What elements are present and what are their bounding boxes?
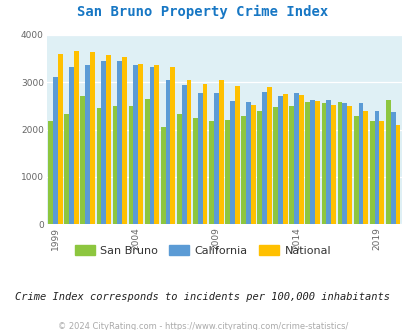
Bar: [374, 112, 379, 224]
Bar: [149, 67, 154, 224]
Text: San Bruno Property Crime Index: San Bruno Property Crime Index: [77, 5, 328, 19]
Bar: [112, 106, 117, 224]
Bar: [369, 120, 374, 224]
Bar: [379, 120, 383, 224]
Legend: San Bruno, California, National: San Bruno, California, National: [70, 241, 335, 260]
Bar: [202, 84, 207, 224]
Bar: [213, 93, 218, 224]
Bar: [58, 53, 63, 224]
Bar: [330, 105, 335, 224]
Bar: [241, 116, 245, 224]
Bar: [160, 127, 165, 224]
Bar: [245, 103, 250, 224]
Bar: [346, 106, 351, 224]
Bar: [266, 87, 271, 224]
Bar: [192, 118, 197, 224]
Bar: [53, 77, 58, 224]
Bar: [289, 106, 294, 224]
Bar: [273, 107, 277, 224]
Bar: [106, 54, 111, 224]
Bar: [138, 64, 143, 224]
Bar: [154, 65, 159, 224]
Bar: [85, 65, 90, 224]
Bar: [181, 85, 186, 224]
Bar: [218, 80, 223, 224]
Bar: [358, 103, 362, 224]
Bar: [177, 114, 181, 224]
Bar: [257, 111, 262, 224]
Bar: [145, 99, 149, 224]
Bar: [209, 120, 213, 224]
Bar: [305, 103, 309, 224]
Bar: [165, 80, 170, 224]
Bar: [282, 94, 287, 224]
Bar: [394, 125, 399, 224]
Bar: [342, 103, 346, 224]
Bar: [96, 108, 101, 224]
Bar: [362, 111, 367, 224]
Bar: [277, 96, 282, 224]
Bar: [234, 86, 239, 224]
Bar: [309, 100, 314, 224]
Bar: [353, 116, 358, 224]
Bar: [64, 114, 69, 224]
Bar: [101, 61, 106, 224]
Bar: [385, 100, 390, 224]
Bar: [48, 121, 53, 224]
Bar: [229, 101, 234, 224]
Bar: [133, 65, 138, 224]
Bar: [337, 103, 342, 224]
Bar: [170, 67, 175, 224]
Bar: [224, 120, 229, 224]
Bar: [326, 100, 330, 224]
Bar: [390, 113, 394, 224]
Bar: [74, 51, 79, 224]
Bar: [117, 61, 122, 224]
Bar: [314, 101, 319, 224]
Bar: [80, 96, 85, 224]
Bar: [298, 95, 303, 224]
Bar: [250, 105, 255, 224]
Bar: [90, 52, 95, 224]
Bar: [186, 80, 191, 224]
Bar: [262, 92, 266, 224]
Text: Crime Index corresponds to incidents per 100,000 inhabitants: Crime Index corresponds to incidents per…: [15, 292, 390, 302]
Bar: [122, 57, 127, 224]
Bar: [294, 93, 298, 224]
Bar: [69, 67, 74, 224]
Text: © 2024 CityRating.com - https://www.cityrating.com/crime-statistics/: © 2024 CityRating.com - https://www.city…: [58, 322, 347, 330]
Bar: [128, 106, 133, 224]
Bar: [321, 103, 326, 224]
Bar: [197, 93, 202, 224]
